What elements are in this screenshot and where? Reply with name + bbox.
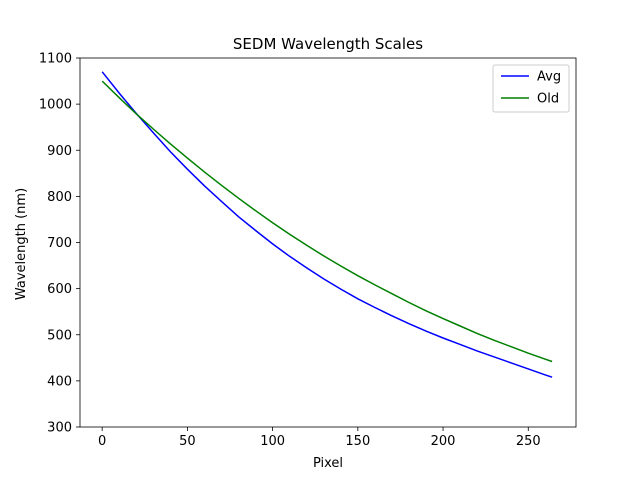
- y-tick-label: 400: [47, 374, 72, 389]
- y-tick-label: 600: [47, 282, 72, 297]
- series-line-avg: [101, 71, 553, 378]
- y-tick-label: 500: [47, 328, 72, 343]
- y-tick-label: 1100: [39, 52, 72, 67]
- y-tick-label: 1000: [39, 98, 72, 113]
- legend-label-old: Old: [537, 92, 559, 107]
- x-tick-label: 250: [516, 434, 541, 449]
- legend: Avg Old: [492, 64, 570, 113]
- x-tick-label: 200: [431, 434, 456, 449]
- x-tick-label: 150: [345, 434, 370, 449]
- y-tick-label: 300: [47, 421, 72, 436]
- y-axis-label: Wavelength (nm): [14, 188, 29, 300]
- x-tick-label: 0: [98, 434, 106, 449]
- series-line-old: [101, 80, 553, 363]
- x-tick-label: 50: [179, 434, 196, 449]
- y-tick-label: 900: [47, 144, 72, 159]
- chart-title: SEDM Wavelength Scales: [233, 35, 423, 53]
- axes-layer: 0 50 100 150 200 250 300 400 500 600 700 800 900 1000…: [39, 52, 577, 449]
- legend-label-avg: Avg: [537, 70, 561, 85]
- x-axis-label: Pixel: [313, 456, 343, 471]
- y-tick-label: 800: [47, 190, 72, 205]
- series-layer: [101, 71, 553, 378]
- y-tick-label: 700: [47, 236, 72, 251]
- x-tick-label: 100: [260, 434, 285, 449]
